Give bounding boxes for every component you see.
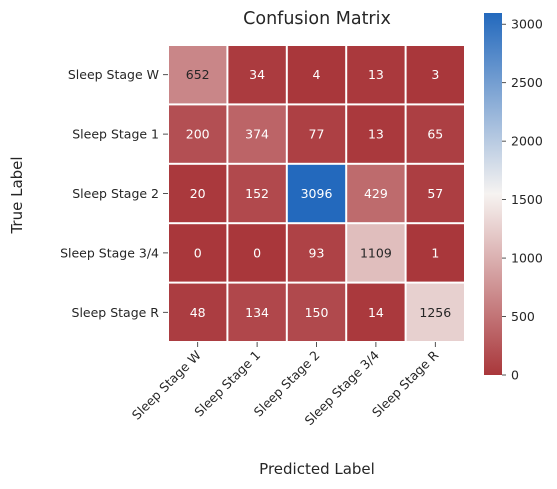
heatmap-cell [406, 105, 464, 163]
cell-value-label: 13 [368, 67, 384, 82]
heatmap-cell [347, 283, 405, 341]
colorbar-tick-label: 0 [511, 368, 519, 383]
cell-value-label: 0 [194, 245, 202, 260]
y-tick-label: Sleep Stage 2 [72, 186, 159, 201]
cell-value-label: 57 [427, 186, 443, 201]
heatmap-cell [287, 224, 346, 282]
colorbar-tick-label: 1500 [511, 192, 543, 207]
cell-value-label: 93 [309, 245, 325, 260]
heatmap-cell [228, 224, 286, 282]
heatmap-cell [169, 164, 227, 223]
cell-value-label: 0 [253, 245, 261, 260]
cell-value-label: 4 [313, 67, 321, 82]
cell-value-label: 152 [245, 186, 269, 201]
cell-value-label: 20 [190, 186, 206, 201]
colorbar-tick-label: 2000 [511, 134, 543, 149]
cell-value-label: 1 [431, 245, 439, 260]
y-tick-labels: Sleep Stage W Sleep Stage 1 Sleep Stage 2 S… [60, 67, 168, 320]
y-axis-title: True Label [8, 156, 26, 234]
heatmap-cell [169, 224, 227, 282]
cell-value-label: 48 [190, 305, 206, 320]
cell-value-label: 14 [368, 305, 384, 320]
colorbar-tick-label: 500 [511, 309, 535, 324]
heatmap-cell [347, 105, 405, 163]
colorbar-tick-label: 1000 [511, 251, 543, 266]
cell-value-label: 134 [245, 305, 269, 320]
heatmap-cell [347, 164, 405, 223]
cell-value-label: 429 [364, 186, 388, 201]
cell-value-label: 374 [245, 127, 269, 142]
colorbar [484, 13, 502, 375]
colorbar-ticks: 0 500 1000 1500 2000 2500 3000 [502, 17, 543, 383]
cell-value-label: 3 [431, 67, 439, 82]
cell-value-label: 652 [186, 67, 210, 82]
cell-value-label: 3096 [301, 186, 333, 201]
heatmap-cells: 652 34 4 13 3 200 374 77 13 65 20 152 3096 429 57 0 0 93 1… [169, 46, 464, 341]
heatmap-cell [287, 46, 346, 104]
cell-value-label: 200 [186, 127, 210, 142]
heatmap-cell [347, 224, 405, 282]
x-axis-title: Predicted Label [259, 460, 375, 478]
heatmap-cell [287, 164, 346, 223]
cell-value-label: 77 [309, 127, 325, 142]
y-tick-label: Sleep Stage R [72, 305, 160, 320]
cell-value-label: 13 [368, 127, 384, 142]
cell-value-label: 1256 [419, 305, 451, 320]
y-tick-label: Sleep Stage 3/4 [60, 245, 159, 260]
cell-value-label: 65 [427, 127, 443, 142]
heatmap-cell [406, 46, 464, 104]
colorbar-tick-label: 3000 [511, 17, 543, 32]
chart-title: Confusion Matrix [243, 9, 391, 29]
y-tick-label: Sleep Stage W [68, 67, 159, 82]
heatmap-cell [228, 105, 286, 163]
colorbar-tick-label: 2500 [511, 75, 543, 90]
heatmap-cell [228, 46, 286, 104]
cell-value-label: 1109 [360, 245, 392, 260]
cell-value-label: 34 [249, 67, 265, 82]
heatmap-cell [347, 46, 405, 104]
heatmap-cell [287, 105, 346, 163]
heatmap-cell [228, 164, 286, 223]
heatmap-cell [406, 283, 464, 341]
heatmap-cell [287, 283, 346, 341]
heatmap-cell [406, 224, 464, 282]
cell-value-label: 150 [305, 305, 329, 320]
y-tick-label: Sleep Stage 1 [72, 127, 159, 142]
heatmap-cell [169, 283, 227, 341]
heatmap-cell [228, 283, 286, 341]
heatmap-cell [406, 164, 464, 223]
heatmap-cell [169, 46, 227, 104]
heatmap-cell [169, 105, 227, 163]
